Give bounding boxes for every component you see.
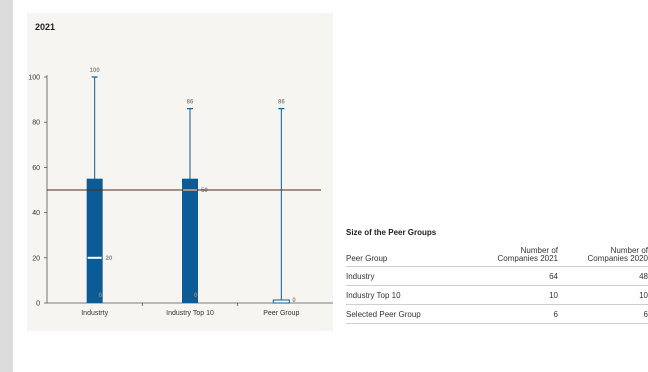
cell-peer-group: Industry: [346, 266, 466, 286]
x-category-label: Industry Top 10: [166, 310, 214, 317]
y-tick-label: 20: [32, 255, 40, 262]
min-value-label: 0: [99, 293, 103, 299]
peer-group-size-section: Size of the Peer Groups Peer Group Numbe…: [346, 228, 648, 324]
table-row: Industry 64 48: [346, 266, 648, 286]
header-line: Number of: [610, 246, 648, 255]
header-line: Number of: [520, 246, 558, 255]
header-peer-group: Peer Group: [346, 245, 466, 267]
y-tick-label: 40: [32, 210, 40, 217]
table-row: Selected Peer Group 6 6: [346, 304, 648, 324]
table-title: Size of the Peer Groups: [346, 228, 437, 237]
header-line: Companies 2020: [587, 254, 648, 263]
x-category-label: Industrty: [81, 310, 108, 317]
y-tick-label: 0: [36, 301, 40, 308]
max-value-label: 86: [187, 100, 194, 106]
header-companies-2020: Number of Companies 2020: [558, 245, 648, 267]
table-row: Industry Top 10 10 10: [346, 285, 648, 305]
y-tick-label: 80: [32, 120, 40, 127]
table-header-row: Peer Group Number of Companies 2021 Numb…: [346, 245, 648, 267]
y-tick-label: 60: [32, 165, 40, 172]
cell-companies-2021: 10: [466, 285, 558, 305]
chart-title: 2021: [35, 22, 56, 32]
box-plot-chart: 0 20 40 60 80 100 100 20 0 Industrty 86 50 0 Industry…: [28, 68, 333, 317]
box-iqr: [86, 178, 103, 303]
cell-peer-group: Selected Peer Group: [346, 304, 466, 324]
cell-companies-2020: 48: [558, 266, 648, 286]
x-category-label: Peer Group: [263, 310, 299, 317]
header-line: Peer Group: [346, 254, 388, 263]
box-iqr: [272, 299, 290, 304]
peer-group-table: Peer Group Number of Companies 2021 Numb…: [346, 245, 648, 324]
max-value-label: 86: [278, 100, 285, 106]
chart-panel: 2021 0 20 40 60 80 100 100 20 0 Industrty 86 50 0 Ind…: [27, 13, 333, 331]
cell-companies-2020: 10: [558, 285, 648, 305]
min-value-label: 0: [194, 293, 198, 299]
y-tick-label: 100: [28, 75, 40, 82]
cell-companies-2021: 64: [466, 266, 558, 286]
box-iqr: [182, 178, 198, 303]
header-line: Companies 2021: [497, 254, 558, 263]
cell-peer-group: Industry Top 10: [346, 285, 466, 305]
median-value-label: 50: [201, 188, 208, 194]
median-value-label: 20: [106, 256, 113, 262]
header-companies-2021: Number of Companies 2021: [466, 245, 558, 267]
cell-companies-2021: 6: [466, 304, 558, 324]
cell-companies-2020: 6: [558, 304, 648, 324]
max-value-label: 100: [90, 68, 101, 74]
left-edge-strip: [0, 0, 13, 372]
median-value-label: 0: [292, 298, 296, 304]
